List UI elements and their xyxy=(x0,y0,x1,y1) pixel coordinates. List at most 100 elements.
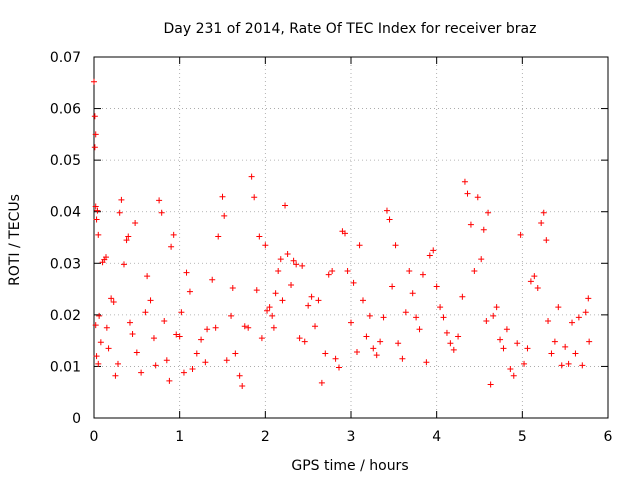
data-point xyxy=(129,330,136,337)
data-point xyxy=(266,304,273,311)
data-point xyxy=(467,221,474,228)
data-point xyxy=(193,350,200,357)
data-point xyxy=(245,324,252,331)
data-point xyxy=(156,197,163,204)
data-point xyxy=(173,331,180,338)
data-point xyxy=(158,209,165,216)
y-tick-label: 0.07 xyxy=(50,50,81,66)
y-axis-label: ROTI / TECUs xyxy=(7,194,23,286)
data-point xyxy=(248,173,255,180)
data-point xyxy=(579,362,586,369)
data-point xyxy=(555,304,562,311)
x-tick-label: 0 xyxy=(90,429,99,445)
data-point xyxy=(315,297,322,304)
data-point xyxy=(178,309,185,316)
data-point xyxy=(108,295,115,302)
x-tick-labels: 0 1 2 3 4 5 6 xyxy=(90,429,613,445)
data-point xyxy=(288,281,295,288)
data-point xyxy=(223,357,230,364)
data-point xyxy=(92,322,99,329)
data-point xyxy=(296,335,303,342)
data-point xyxy=(416,326,423,333)
data-point xyxy=(251,194,258,201)
data-point xyxy=(383,207,390,214)
data-point xyxy=(344,268,351,275)
data-point xyxy=(239,383,246,390)
data-point xyxy=(105,345,112,352)
data-point xyxy=(332,355,339,362)
data-point xyxy=(521,360,528,367)
data-point xyxy=(219,193,226,200)
data-point xyxy=(545,318,552,325)
data-point xyxy=(176,333,183,340)
data-point xyxy=(94,207,101,214)
data-point xyxy=(348,319,354,326)
data-point xyxy=(215,233,222,240)
x-tick-label: 4 xyxy=(432,429,441,445)
data-point xyxy=(363,333,370,340)
data-point xyxy=(301,338,308,345)
data-point xyxy=(279,297,286,304)
data-point xyxy=(221,212,228,219)
data-point xyxy=(102,254,109,261)
data-point xyxy=(524,345,531,352)
data-point xyxy=(93,353,100,360)
data-point xyxy=(229,285,236,292)
data-point xyxy=(413,314,420,321)
data-point xyxy=(202,359,209,366)
data-point xyxy=(112,372,119,379)
data-point xyxy=(325,271,332,278)
x-tick-label: 5 xyxy=(518,429,527,445)
x-tick-label: 3 xyxy=(347,429,356,445)
data-point xyxy=(282,202,289,209)
data-point xyxy=(527,278,534,285)
data-point xyxy=(166,377,173,384)
data-point xyxy=(490,312,497,319)
data-point xyxy=(447,340,454,347)
x-tick-label: 6 xyxy=(604,429,613,445)
data-point xyxy=(209,276,216,283)
data-point xyxy=(92,203,99,210)
data-point xyxy=(582,309,589,316)
data-point xyxy=(419,271,426,278)
data-point xyxy=(483,318,490,325)
data-point xyxy=(264,307,271,314)
data-point xyxy=(262,242,269,249)
data-point xyxy=(531,273,538,280)
data-point xyxy=(395,340,402,347)
data-point xyxy=(92,131,99,138)
y-tick-label: 0.02 xyxy=(50,308,81,324)
data-point xyxy=(461,178,468,185)
data-point xyxy=(253,287,260,294)
data-point xyxy=(353,348,360,355)
data-point xyxy=(423,359,430,366)
data-point xyxy=(572,350,579,357)
data-point xyxy=(170,231,177,238)
data-point xyxy=(305,302,312,309)
data-point xyxy=(342,230,349,237)
data-point xyxy=(269,312,276,319)
data-point xyxy=(241,323,248,330)
data-point xyxy=(386,216,393,223)
data-point xyxy=(551,338,558,345)
x-axis-label: GPS time / hours xyxy=(291,458,408,474)
chart-title: Day 231 of 2014, Rate Of TEC Index for r… xyxy=(164,21,537,37)
data-point xyxy=(290,257,297,264)
data-point xyxy=(366,312,373,319)
data-point xyxy=(370,345,377,352)
data-point xyxy=(150,335,157,342)
data-point xyxy=(534,285,541,292)
data-point xyxy=(406,268,413,275)
data-point xyxy=(183,269,190,276)
data-point xyxy=(359,297,366,304)
data-point xyxy=(212,324,219,331)
data-point xyxy=(430,247,437,254)
data-point xyxy=(232,350,239,357)
data-point xyxy=(538,220,545,227)
data-point xyxy=(123,237,130,244)
y-tick-label: 0.01 xyxy=(50,359,81,375)
data-point xyxy=(510,372,517,379)
data-point xyxy=(540,209,547,216)
data-point xyxy=(186,288,193,295)
data-point xyxy=(318,379,325,386)
